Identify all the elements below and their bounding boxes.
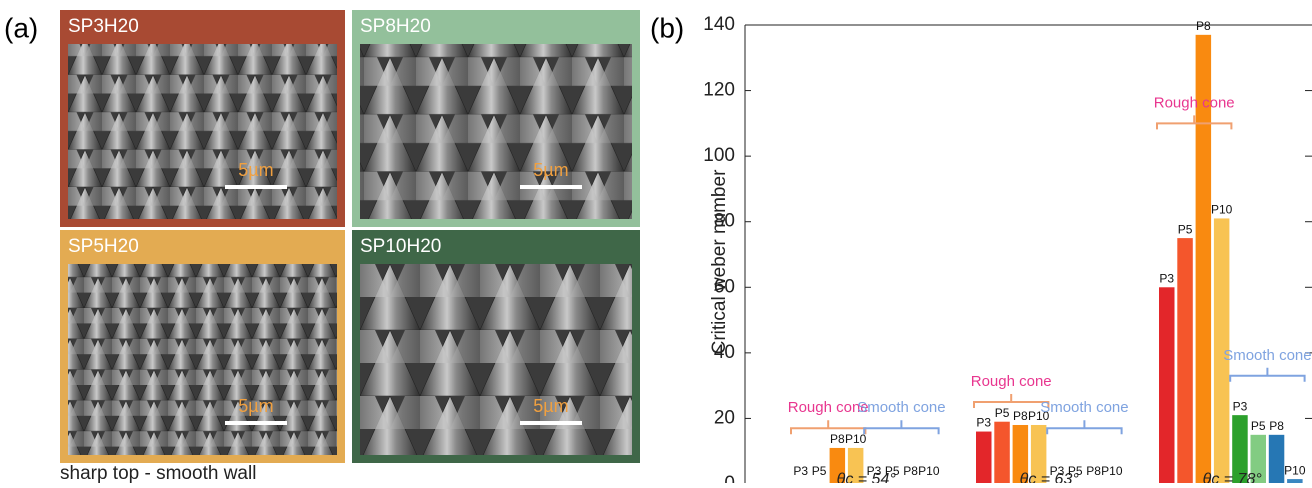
scale-label: 5µm bbox=[533, 396, 568, 416]
bar bbox=[1177, 238, 1193, 483]
sem-image bbox=[68, 44, 337, 219]
y-tick-label: 140 bbox=[703, 14, 735, 35]
x-tick-label: θc = 63° bbox=[1020, 471, 1080, 483]
bar-label: P3 bbox=[1233, 399, 1248, 413]
y-axis-label: Critical weber number bbox=[709, 169, 730, 354]
panel-label: (a) bbox=[4, 12, 38, 43]
y-tick-label: 20 bbox=[714, 407, 735, 428]
bar-label: P5 bbox=[1178, 222, 1193, 236]
annotation: Smooth cone bbox=[1040, 399, 1128, 416]
scale-label: 5µm bbox=[238, 160, 273, 180]
y-tick-label: 80 bbox=[714, 211, 735, 232]
bar-label: P10 bbox=[1211, 203, 1233, 217]
y-tick-label: 60 bbox=[714, 276, 735, 297]
page: (a) sharp top - smooth wall (b) Critical… bbox=[0, 0, 1312, 488]
bar-label: P5 bbox=[995, 406, 1010, 420]
annotation: Rough cone bbox=[1154, 94, 1235, 111]
bar-label: P8 bbox=[1086, 464, 1101, 478]
tile-label: SP8H20 bbox=[360, 16, 431, 37]
bar-label: P10 bbox=[1284, 463, 1306, 477]
bar-label: P10 bbox=[918, 464, 940, 478]
tile-label: SP5H20 bbox=[68, 236, 139, 257]
x-tick-label: θc = 78° bbox=[1203, 471, 1263, 483]
bracket bbox=[1230, 368, 1304, 382]
annotation: Smooth cone bbox=[1223, 347, 1311, 364]
bar-label: P5 bbox=[1251, 419, 1266, 433]
y-tick-label: 100 bbox=[703, 145, 735, 166]
bar-label: P5 bbox=[812, 464, 827, 478]
caption: sharp top - smooth wall bbox=[60, 463, 256, 483]
bar-label: P3 bbox=[976, 416, 991, 430]
panel-label: (b) bbox=[650, 12, 684, 43]
bar bbox=[1269, 435, 1285, 483]
tile-label: SP10H20 bbox=[360, 236, 441, 257]
bar-label: P3 bbox=[1159, 271, 1174, 285]
bar bbox=[1287, 479, 1303, 483]
annotation: Smooth cone bbox=[857, 399, 945, 416]
tile-label: SP3H20 bbox=[68, 16, 139, 37]
figure: (a) sharp top - smooth wall (b) Critical… bbox=[0, 0, 1312, 483]
sem-image bbox=[360, 264, 632, 455]
bar-label: P10 bbox=[1101, 464, 1123, 478]
sem-image bbox=[68, 264, 337, 455]
bar-label: P8 bbox=[830, 432, 845, 446]
sem-image bbox=[360, 44, 632, 219]
bar bbox=[976, 432, 992, 483]
annotation: Rough cone bbox=[971, 373, 1052, 390]
bar bbox=[994, 422, 1010, 483]
y-tick-label: 120 bbox=[703, 80, 735, 101]
scale-label: 5µm bbox=[533, 160, 568, 180]
bracket bbox=[1047, 420, 1121, 434]
x-tick-label: θc = 54° bbox=[837, 471, 897, 483]
bracket bbox=[974, 394, 1048, 408]
bar-label: P8 bbox=[1013, 409, 1028, 423]
bar-label: P3 bbox=[793, 464, 808, 478]
scale-label: 5µm bbox=[238, 396, 273, 416]
bar-label: P8 bbox=[1196, 19, 1211, 33]
bracket bbox=[1157, 115, 1231, 129]
y-tick-label: 40 bbox=[714, 342, 735, 363]
bar-label: P8 bbox=[1269, 419, 1284, 433]
bar bbox=[1159, 287, 1175, 483]
bar-label: P8 bbox=[903, 464, 918, 478]
y-tick-label: 0 bbox=[724, 473, 735, 483]
bracket bbox=[864, 420, 938, 434]
